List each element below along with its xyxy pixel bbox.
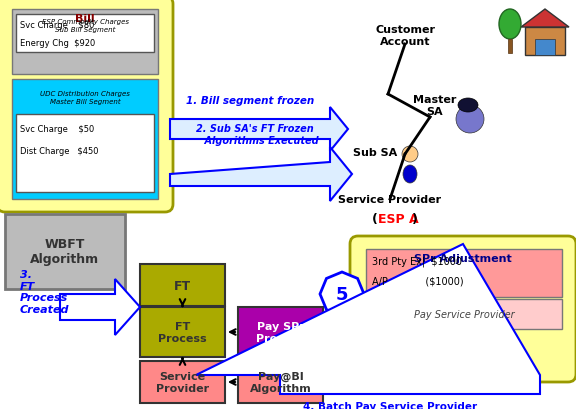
Bar xyxy=(508,40,512,54)
Text: Dist Charge   $450: Dist Charge $450 xyxy=(20,146,98,155)
Text: ESP A: ESP A xyxy=(378,213,419,225)
Text: (: ( xyxy=(372,213,378,225)
Text: Pay Service Provider: Pay Service Provider xyxy=(414,309,514,319)
Text: Customer
Account: Customer Account xyxy=(375,25,435,47)
Circle shape xyxy=(402,147,418,163)
Text: Bill: Bill xyxy=(75,14,95,24)
Text: UDC Distribution Charges
Master Bill Segment: UDC Distribution Charges Master Bill Seg… xyxy=(40,91,130,104)
Ellipse shape xyxy=(458,99,478,113)
Bar xyxy=(366,249,562,297)
Polygon shape xyxy=(170,148,352,202)
Text: Pay SPr
Process: Pay SPr Process xyxy=(256,321,305,343)
Text: Svc Charge    $80: Svc Charge $80 xyxy=(20,20,94,29)
Text: 3rd Pty Ex|  $1000: 3rd Pty Ex| $1000 xyxy=(372,256,462,267)
Bar xyxy=(238,361,323,403)
Text: FT: FT xyxy=(174,279,191,292)
Text: SPr Adjustment: SPr Adjustment xyxy=(414,254,512,263)
Polygon shape xyxy=(196,245,540,394)
Text: Master
SA: Master SA xyxy=(414,95,457,116)
Polygon shape xyxy=(60,279,140,335)
Bar xyxy=(535,40,555,56)
Text: 3.
FT
Process
Created: 3. FT Process Created xyxy=(20,270,70,314)
Text: Energy Chg  $920: Energy Chg $920 xyxy=(20,38,95,47)
Text: 4. Batch Pay Service Provider
Process runs SPr's Pay Alg: 4. Batch Pay Service Provider Process ru… xyxy=(303,401,477,409)
Ellipse shape xyxy=(456,106,484,134)
Ellipse shape xyxy=(499,10,521,40)
Text: A/P            ($1000): A/P ($1000) xyxy=(372,276,464,286)
Bar xyxy=(525,28,565,56)
Bar xyxy=(366,299,562,329)
Polygon shape xyxy=(320,272,364,316)
Text: Service Provider: Service Provider xyxy=(339,195,442,204)
Bar xyxy=(12,10,158,75)
Text: ): ) xyxy=(412,213,418,225)
Text: ESP Commodity Charges
Sub Bill Segment: ESP Commodity Charges Sub Bill Segment xyxy=(41,19,128,33)
Text: Svc Charge    $50: Svc Charge $50 xyxy=(20,124,94,133)
Polygon shape xyxy=(521,10,569,28)
Bar xyxy=(238,307,323,357)
Text: WBFT
Algorithm: WBFT Algorithm xyxy=(31,238,100,266)
Text: Pay@BI
Algorithm: Pay@BI Algorithm xyxy=(249,371,312,393)
Bar xyxy=(140,307,225,357)
FancyBboxPatch shape xyxy=(0,0,173,213)
Text: Sub SA: Sub SA xyxy=(353,148,397,157)
Polygon shape xyxy=(170,108,348,152)
FancyBboxPatch shape xyxy=(350,236,576,382)
Bar xyxy=(5,214,125,289)
Text: 5: 5 xyxy=(336,285,348,303)
Ellipse shape xyxy=(403,166,417,184)
Text: Service
Provider: Service Provider xyxy=(156,371,209,393)
Text: 1. Bill segment frozen: 1. Bill segment frozen xyxy=(186,96,314,106)
Bar xyxy=(12,80,158,200)
Text: 2. Sub SA's FT Frozen
    Algorithms Executed: 2. Sub SA's FT Frozen Algorithms Execute… xyxy=(191,124,319,146)
Text: FT
Process: FT Process xyxy=(158,321,207,343)
Bar xyxy=(16,15,154,53)
Bar xyxy=(140,361,225,403)
Bar xyxy=(16,115,154,193)
Bar xyxy=(140,264,225,306)
